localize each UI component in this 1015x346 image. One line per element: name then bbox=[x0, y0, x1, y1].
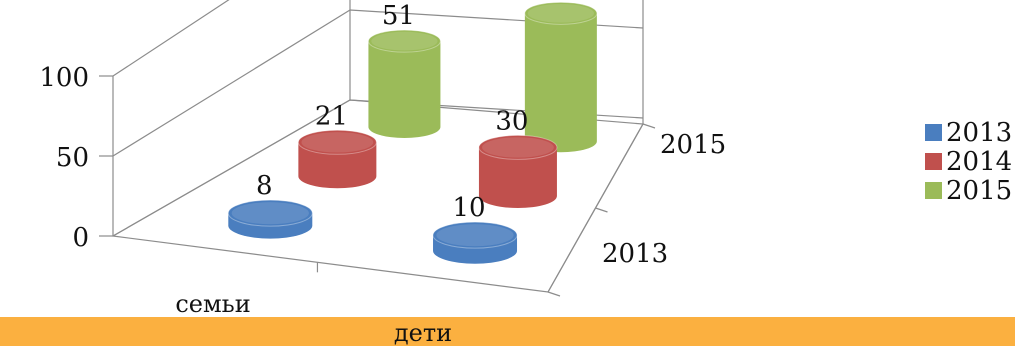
z-axis-ticks: 0 50 100 bbox=[39, 63, 113, 253]
legend-swatch bbox=[925, 124, 942, 141]
cylinder-top-shade bbox=[371, 31, 438, 51]
legend-label: 2013 bbox=[946, 117, 1013, 148]
cylinder-top bbox=[478, 134, 558, 160]
cylinder-top bbox=[227, 199, 313, 227]
cylinder: 30 bbox=[478, 106, 558, 208]
cylinder-top bbox=[432, 221, 518, 249]
cylinder-body bbox=[478, 147, 557, 208]
cylinder-top-shade bbox=[527, 3, 594, 23]
cylinder-body bbox=[524, 13, 597, 153]
footer-band bbox=[0, 317, 1015, 346]
tick-label: 100 bbox=[39, 63, 89, 93]
category-labels: семьи дети bbox=[175, 290, 452, 346]
legend-swatch bbox=[925, 153, 942, 170]
tick-label: 50 bbox=[56, 143, 89, 173]
cylinder-top-shade bbox=[482, 137, 554, 158]
cylinder-top bbox=[524, 1, 598, 25]
legend-item: 2015 bbox=[925, 175, 1013, 206]
tick-label: 0 bbox=[72, 223, 89, 253]
cylinders: 51 76 21 30 8 10 bbox=[227, 0, 598, 264]
cylinder-body bbox=[298, 142, 377, 189]
category-label: дети bbox=[394, 319, 452, 346]
cylinder-top-shade bbox=[436, 224, 514, 247]
cylinder-top bbox=[367, 29, 441, 53]
legend-label: 2014 bbox=[946, 146, 1013, 177]
depth-label: 2013 bbox=[602, 239, 668, 269]
data-label: 21 bbox=[315, 101, 348, 131]
legend-item: 2014 bbox=[925, 146, 1013, 177]
data-label: 51 bbox=[382, 1, 415, 31]
cylinder: 10 bbox=[432, 193, 518, 264]
data-label: 8 bbox=[256, 171, 273, 201]
depth-labels: 2013 2015 bbox=[602, 130, 726, 269]
depth-tick bbox=[595, 207, 608, 213]
cylinder: 51 bbox=[367, 1, 441, 139]
category-label: семьи bbox=[175, 290, 250, 318]
data-label: 30 bbox=[495, 106, 528, 136]
legend-label: 2015 bbox=[946, 175, 1013, 206]
data-label: 10 bbox=[452, 193, 485, 223]
legend-item: 2013 bbox=[925, 117, 1013, 148]
gridline bbox=[112, 0, 230, 77]
depth-label: 2015 bbox=[660, 130, 726, 160]
legend-swatch bbox=[925, 182, 942, 199]
depth-tick bbox=[547, 291, 561, 297]
cylinder: 76 bbox=[524, 0, 598, 153]
cylinder-body bbox=[368, 41, 441, 139]
cylinder: 8 bbox=[227, 171, 313, 239]
cylinder-top-shade bbox=[231, 202, 309, 225]
cylinder-top bbox=[297, 129, 377, 155]
legend: 2013 2014 2015 bbox=[925, 117, 1013, 206]
cylinder: 21 bbox=[297, 101, 377, 189]
data-label: 76 bbox=[538, 0, 571, 3]
cylinder-top-shade bbox=[301, 132, 374, 153]
depth-tick bbox=[642, 123, 656, 129]
